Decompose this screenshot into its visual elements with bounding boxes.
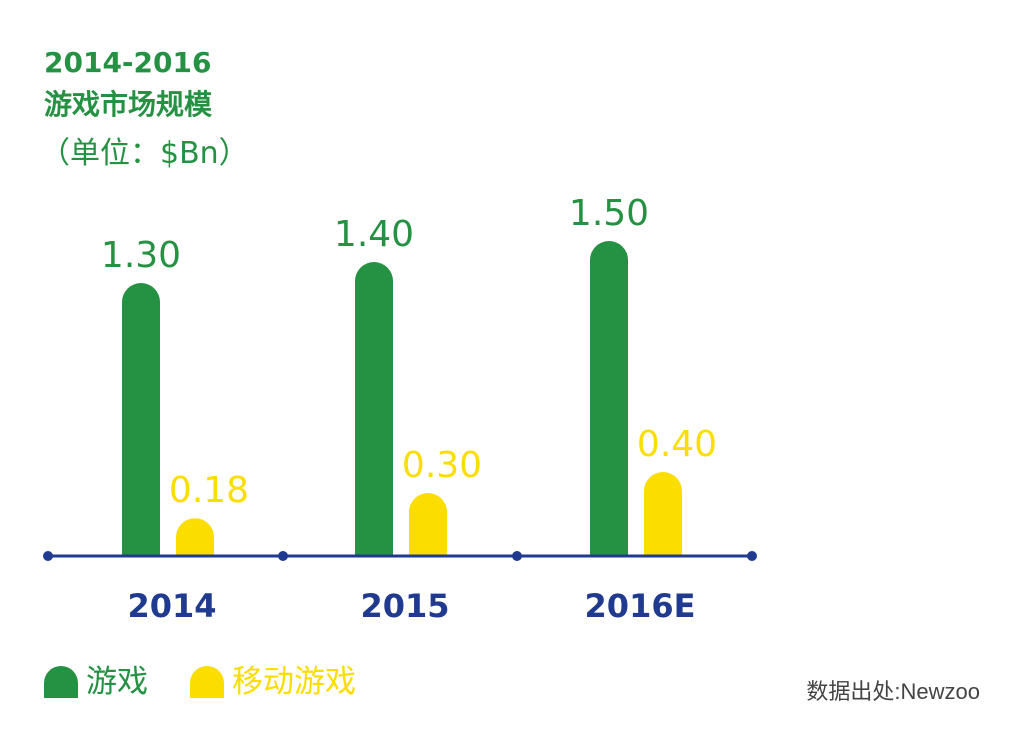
x-tick-label-2015: 2015 [360, 587, 449, 625]
legend-item-mobile-games: 移动游戏 [190, 662, 356, 702]
chart-title-main: 游戏市场规模 [44, 88, 213, 121]
bar-games-2014 [122, 283, 160, 556]
data-label-games-2014: 1.30 [101, 235, 181, 276]
data-label-mobile-games-2016E: 0.40 [637, 424, 717, 465]
legend-label-mobile-games: 移动游戏 [232, 664, 356, 700]
bar-mobile-games-2014 [176, 518, 214, 556]
x-tick-label-2016E: 2016E [585, 587, 696, 625]
bar-mobile-games-2015 [409, 493, 447, 556]
legend-swatch-games [44, 666, 78, 698]
legend-label-games: 游戏 [86, 664, 148, 700]
legend-swatch-mobile-games [190, 666, 224, 698]
chart-title-year-range: 2014-2016 [44, 46, 212, 79]
bar-games-2015 [355, 262, 393, 556]
legend-item-games: 游戏 [44, 662, 148, 702]
bar-games-2016E [590, 241, 628, 556]
data-source: 数据出处:Newzoo [806, 679, 980, 704]
x-tick-label-2014: 2014 [127, 587, 216, 625]
x-axis: 2014 2015 2016E [43, 551, 757, 625]
x-axis-dot-3 [747, 551, 757, 561]
data-label-games-2015: 1.40 [334, 214, 414, 255]
bar-mobile-games-2016E [644, 472, 682, 556]
data-label-mobile-games-2015: 0.30 [402, 445, 482, 486]
x-axis-dot-2 [512, 551, 522, 561]
x-axis-dot-1 [278, 551, 288, 561]
bars-group: 1.30 0.18 1.40 0.30 1.50 0.40 [101, 193, 717, 556]
chart-unit-label: （单位：$Bn） [40, 136, 249, 171]
data-label-games-2016E: 1.50 [569, 193, 649, 234]
data-label-mobile-games-2014: 0.18 [169, 470, 249, 511]
x-axis-dot-0 [43, 551, 53, 561]
